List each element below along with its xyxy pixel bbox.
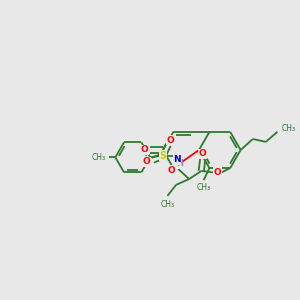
Text: O: O — [143, 157, 151, 166]
Text: CH₃: CH₃ — [160, 200, 175, 209]
Text: CH₃: CH₃ — [196, 183, 211, 192]
Text: O: O — [199, 149, 207, 158]
Text: O: O — [168, 166, 176, 175]
Text: CH₃: CH₃ — [282, 124, 296, 134]
Text: O: O — [167, 136, 175, 145]
Text: N: N — [173, 155, 181, 164]
Text: CH₃: CH₃ — [92, 153, 106, 162]
Text: O: O — [213, 168, 221, 177]
Text: S: S — [160, 151, 167, 161]
Text: H: H — [176, 159, 183, 168]
Text: O: O — [141, 146, 148, 154]
